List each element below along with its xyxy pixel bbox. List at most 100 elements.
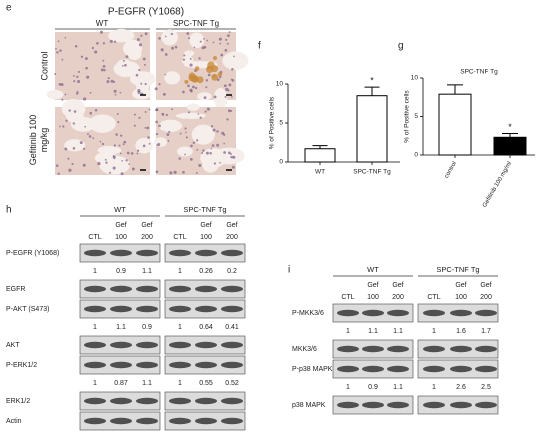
airspace <box>113 60 140 78</box>
airspace <box>176 146 193 157</box>
nucleus <box>233 55 235 58</box>
nucleus <box>182 90 185 94</box>
nucleus <box>116 113 119 115</box>
nucleus <box>182 170 185 174</box>
band <box>423 401 445 409</box>
nucleus <box>89 111 93 115</box>
quantification: 1 <box>178 324 182 331</box>
nucleus <box>171 108 174 111</box>
band <box>450 401 472 409</box>
lane-label: Gef <box>367 282 378 289</box>
quantification: 1.7 <box>481 328 491 335</box>
lane-dose: 100 <box>200 234 212 241</box>
band <box>450 365 472 373</box>
nucleus <box>136 152 139 155</box>
lane-dose: 200 <box>226 234 238 241</box>
chart-title: SPC-TNF Tg <box>460 69 498 76</box>
quantification: 1 <box>346 328 350 335</box>
blot-label: p38 MAPK <box>292 402 326 409</box>
nucleus <box>128 163 131 166</box>
nucleus <box>86 75 90 79</box>
blot-label: P-AKT (S473) <box>6 306 49 313</box>
group-header: WT <box>367 265 379 274</box>
blot-label: P-MKK3/6 <box>292 310 324 317</box>
band <box>169 305 191 313</box>
quantification: 0.64 <box>199 324 213 331</box>
nucleus <box>187 84 190 88</box>
band <box>387 401 409 409</box>
band <box>169 285 191 293</box>
band <box>195 361 217 369</box>
nucleus <box>126 151 130 155</box>
band <box>169 249 191 257</box>
nucleus <box>156 144 158 146</box>
airspace <box>213 87 228 109</box>
band <box>195 341 217 349</box>
nucleus <box>133 113 136 116</box>
nucleus <box>186 32 190 35</box>
nucleus <box>230 155 233 159</box>
nucleus <box>92 137 95 139</box>
lane-dose: 200 <box>392 294 404 301</box>
nucleus <box>223 84 227 88</box>
band <box>475 309 497 317</box>
band <box>362 345 384 353</box>
nucleus <box>117 121 120 124</box>
band <box>475 401 497 409</box>
nucleus <box>75 92 79 95</box>
airspace <box>94 152 118 165</box>
group-header: SPC-TNF Tg <box>436 265 479 274</box>
band <box>110 285 132 293</box>
band <box>110 249 132 257</box>
nucleus <box>113 40 117 43</box>
nucleus <box>82 163 86 167</box>
nucleus <box>119 152 122 155</box>
band <box>475 345 497 353</box>
nucleus <box>212 41 215 44</box>
column-header: SPC-TNF Tg <box>173 19 219 28</box>
nucleus <box>103 68 106 72</box>
nucleus <box>158 124 161 128</box>
nucleus <box>227 89 230 92</box>
quantification: 0.55 <box>199 380 213 387</box>
lane-dose: 200 <box>480 294 492 301</box>
nucleus <box>57 172 60 176</box>
nucleus <box>228 151 231 155</box>
nucleus <box>155 120 158 124</box>
nucleus <box>112 166 116 170</box>
nucleus <box>107 77 110 80</box>
nucleus <box>68 109 71 112</box>
nucleus <box>231 96 233 98</box>
stain <box>217 72 223 77</box>
nucleus <box>142 144 146 148</box>
nucleus <box>113 144 117 147</box>
nucleus <box>136 149 140 152</box>
nucleus <box>144 110 147 113</box>
nucleus <box>210 125 214 128</box>
nucleus <box>218 37 222 41</box>
quantification: 1 <box>93 324 97 331</box>
nucleus <box>183 54 186 57</box>
lane-dose: 100 <box>367 294 379 301</box>
band <box>337 345 359 353</box>
y-tick-label: 5 <box>414 113 418 120</box>
band <box>362 365 384 373</box>
blot-label: EGFR <box>6 286 25 293</box>
nucleus <box>144 32 148 36</box>
nucleus <box>216 130 219 133</box>
stain <box>211 65 219 73</box>
band <box>450 345 472 353</box>
nucleus <box>101 142 105 146</box>
nucleus <box>232 155 236 159</box>
nucleus <box>113 89 117 93</box>
nucleus <box>59 49 62 52</box>
airspace <box>158 119 182 133</box>
nucleus <box>219 161 221 164</box>
micrograph <box>154 29 249 109</box>
nucleus <box>171 46 175 50</box>
nucleus <box>185 136 188 139</box>
band <box>84 249 106 257</box>
nucleus <box>61 98 64 101</box>
band <box>136 397 158 405</box>
nucleus <box>65 119 68 122</box>
